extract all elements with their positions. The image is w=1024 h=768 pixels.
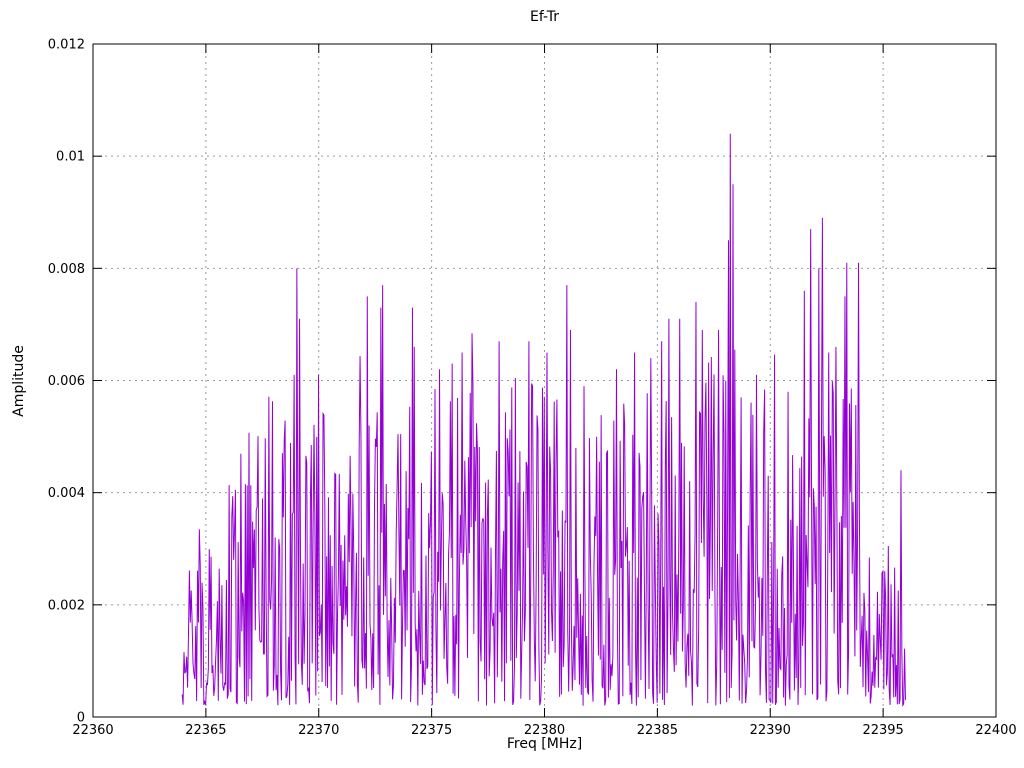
chart-title: Ef-Tr [529, 9, 560, 25]
x-tick-label: 22380 [524, 723, 565, 738]
y-tick-label: 0.012 [48, 38, 85, 53]
x-tick-label: 22395 [862, 723, 903, 738]
y-tick-label: 0.002 [48, 598, 85, 613]
x-tick-label: 22375 [411, 723, 452, 738]
x-tick-label: 22390 [750, 723, 791, 738]
x-tick-label: 22400 [975, 723, 1016, 738]
x-tick-label: 22360 [72, 723, 113, 738]
x-tick-label: 22365 [185, 723, 226, 738]
x-tick-label: 22385 [637, 723, 678, 738]
y-tick-label: 0 [77, 711, 85, 726]
y-tick-label: 0.006 [48, 374, 85, 389]
x-axis-label: Freq [MHz] [506, 736, 583, 752]
y-tick-label: 0.01 [56, 150, 85, 165]
signal-trace [181, 133, 906, 707]
y-tick-label: 0.004 [48, 486, 85, 501]
y-tick-label: 0.008 [48, 262, 85, 277]
x-tick-label: 22370 [298, 723, 339, 738]
